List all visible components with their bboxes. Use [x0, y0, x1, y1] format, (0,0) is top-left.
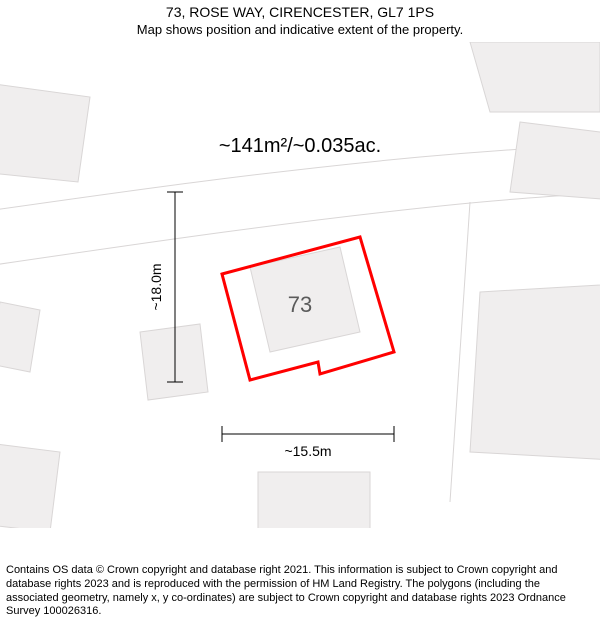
- bldg-bottom-left: [0, 442, 60, 528]
- bldg-top-left: [0, 82, 90, 182]
- dim-label-height: ~18.0m: [148, 263, 164, 310]
- house-number: 73: [288, 292, 312, 317]
- copyright-footer: Contains OS data © Crown copyright and d…: [6, 564, 594, 619]
- property-map: ~141m²/~0.035ac. ~18.0m ~15.5m 73: [0, 42, 600, 528]
- bldg-bottom-center: [258, 472, 370, 528]
- bldg-top-right-1: [470, 42, 600, 112]
- page-subtitle: Map shows position and indicative extent…: [0, 22, 600, 37]
- map-container: ~141m²/~0.035ac. ~18.0m ~15.5m 73: [0, 42, 600, 528]
- dim-label-width: ~15.5m: [284, 443, 331, 459]
- page-title: 73, ROSE WAY, CIRENCESTER, GL7 1PS: [0, 4, 600, 20]
- bldg-right-big: [470, 282, 600, 462]
- bldg-mid-left: [140, 324, 208, 400]
- area-label: ~141m²/~0.035ac.: [219, 135, 381, 157]
- bldg-top-right-2: [510, 122, 600, 202]
